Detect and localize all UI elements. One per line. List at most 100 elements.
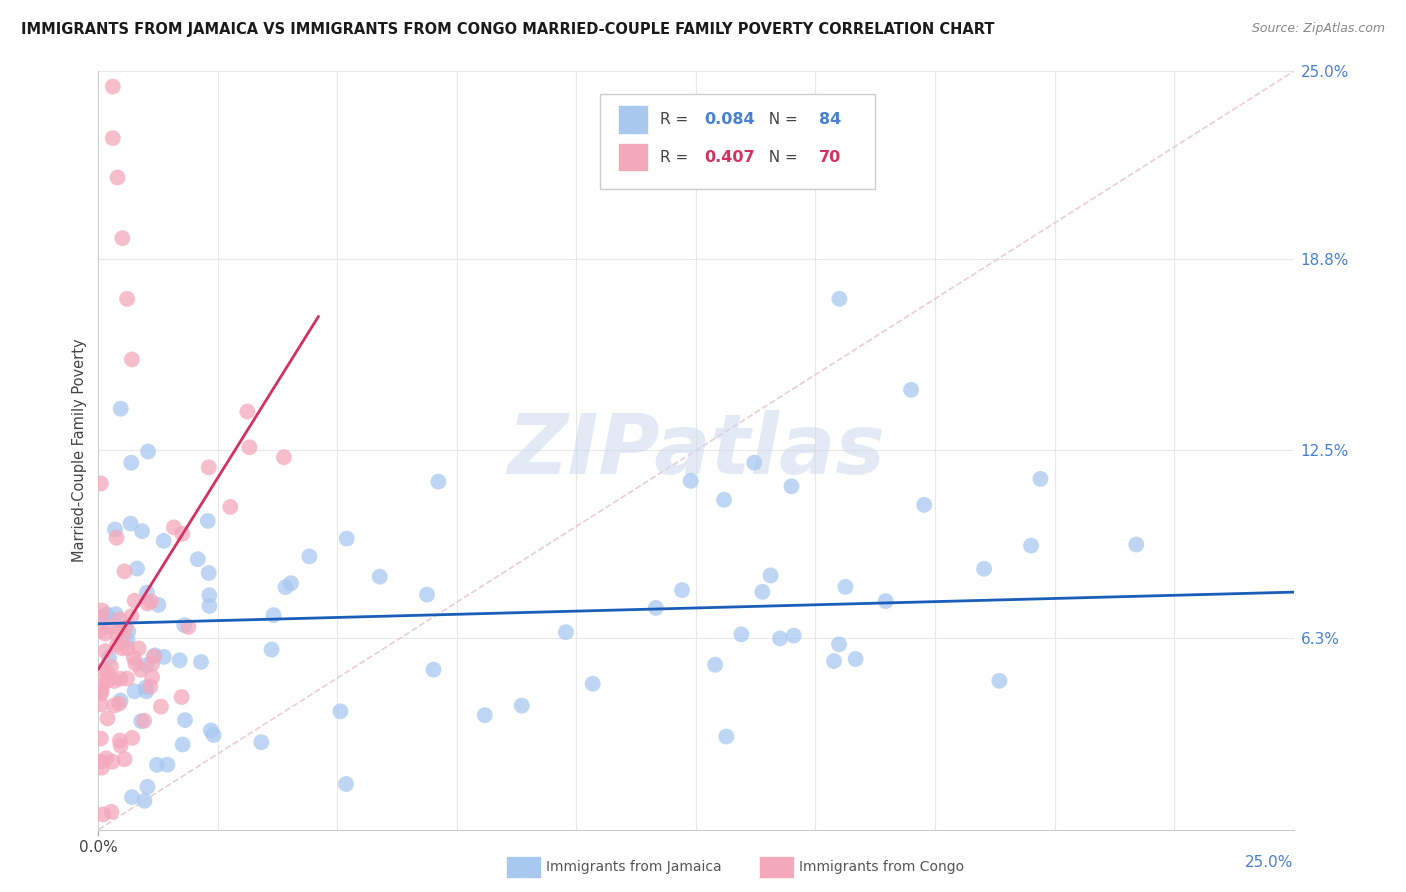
Point — [149, 699, 172, 714]
Point — [135, 684, 157, 698]
Point — [263, 608, 285, 623]
Point — [90, 761, 112, 775]
Text: 0.407: 0.407 — [704, 150, 755, 164]
Point — [103, 698, 125, 713]
Point — [103, 673, 125, 688]
Point — [172, 526, 194, 541]
Point — [1019, 539, 1042, 553]
Point — [845, 652, 868, 666]
Point — [1029, 472, 1052, 486]
Point — [163, 520, 186, 534]
Point — [139, 594, 162, 608]
Point — [134, 794, 156, 808]
Point — [250, 735, 273, 749]
Point — [197, 514, 219, 528]
Point — [177, 620, 200, 634]
Text: 0.084: 0.084 — [704, 112, 755, 127]
Point — [828, 637, 851, 651]
Point — [141, 670, 163, 684]
Point — [111, 629, 134, 643]
Point — [135, 658, 157, 673]
Point — [644, 600, 666, 615]
Point — [219, 500, 242, 514]
Text: Immigrants from Congo: Immigrants from Congo — [799, 860, 963, 874]
FancyBboxPatch shape — [600, 95, 876, 189]
Text: 25.0%: 25.0% — [1246, 855, 1294, 870]
Point — [100, 659, 122, 673]
Point — [90, 678, 112, 692]
Point — [104, 607, 127, 621]
Point — [273, 450, 295, 465]
Point — [716, 730, 738, 744]
Point — [751, 584, 773, 599]
Point — [1125, 537, 1147, 551]
Point — [115, 672, 138, 686]
Point — [129, 663, 152, 677]
Point — [973, 562, 995, 576]
Point — [114, 620, 136, 634]
Point — [174, 713, 197, 727]
Point — [172, 738, 194, 752]
FancyBboxPatch shape — [619, 104, 648, 134]
Point — [101, 755, 124, 769]
Point — [104, 523, 127, 537]
Point — [190, 655, 212, 669]
Point — [98, 650, 121, 665]
Point — [131, 524, 153, 539]
Point — [416, 588, 439, 602]
Point — [136, 596, 159, 610]
Point — [128, 641, 150, 656]
Point — [96, 607, 118, 622]
Point — [108, 733, 131, 747]
Point — [823, 654, 845, 668]
Point — [110, 739, 132, 753]
Point — [156, 757, 179, 772]
Point — [90, 698, 112, 712]
Point — [236, 404, 259, 418]
Point — [136, 780, 159, 794]
Point — [121, 790, 143, 805]
Point — [110, 401, 132, 416]
Text: R =: R = — [661, 112, 693, 127]
Point — [335, 777, 357, 791]
Point — [759, 568, 782, 582]
Text: N =: N = — [759, 150, 803, 164]
Point — [152, 533, 174, 548]
Point — [124, 684, 146, 698]
Point — [91, 663, 114, 677]
Point — [120, 609, 142, 624]
Point — [90, 476, 112, 491]
Point — [105, 531, 128, 545]
Point — [91, 807, 114, 822]
Point — [187, 552, 209, 566]
Text: Immigrants from Jamaica: Immigrants from Jamaica — [546, 860, 721, 874]
Text: R =: R = — [661, 150, 693, 164]
Point — [90, 755, 112, 769]
Point — [336, 532, 359, 546]
Point — [135, 681, 157, 695]
Point — [582, 676, 605, 690]
Point — [152, 649, 174, 664]
Point — [197, 460, 219, 475]
Text: ZIPatlas: ZIPatlas — [508, 410, 884, 491]
Point — [108, 612, 131, 626]
Point — [274, 580, 297, 594]
Point — [202, 728, 225, 742]
Point — [427, 475, 450, 489]
FancyBboxPatch shape — [619, 143, 648, 171]
Point — [422, 663, 444, 677]
Point — [121, 731, 143, 745]
Point — [988, 673, 1011, 688]
Point — [122, 650, 145, 665]
Point — [93, 608, 115, 623]
Point — [146, 758, 169, 772]
Point — [173, 618, 195, 632]
Point — [96, 711, 118, 725]
Point — [783, 629, 806, 643]
Point — [298, 549, 321, 564]
Point — [198, 588, 221, 602]
Point — [111, 231, 134, 245]
Point — [143, 648, 166, 663]
Point — [704, 657, 727, 672]
Point — [713, 492, 735, 507]
